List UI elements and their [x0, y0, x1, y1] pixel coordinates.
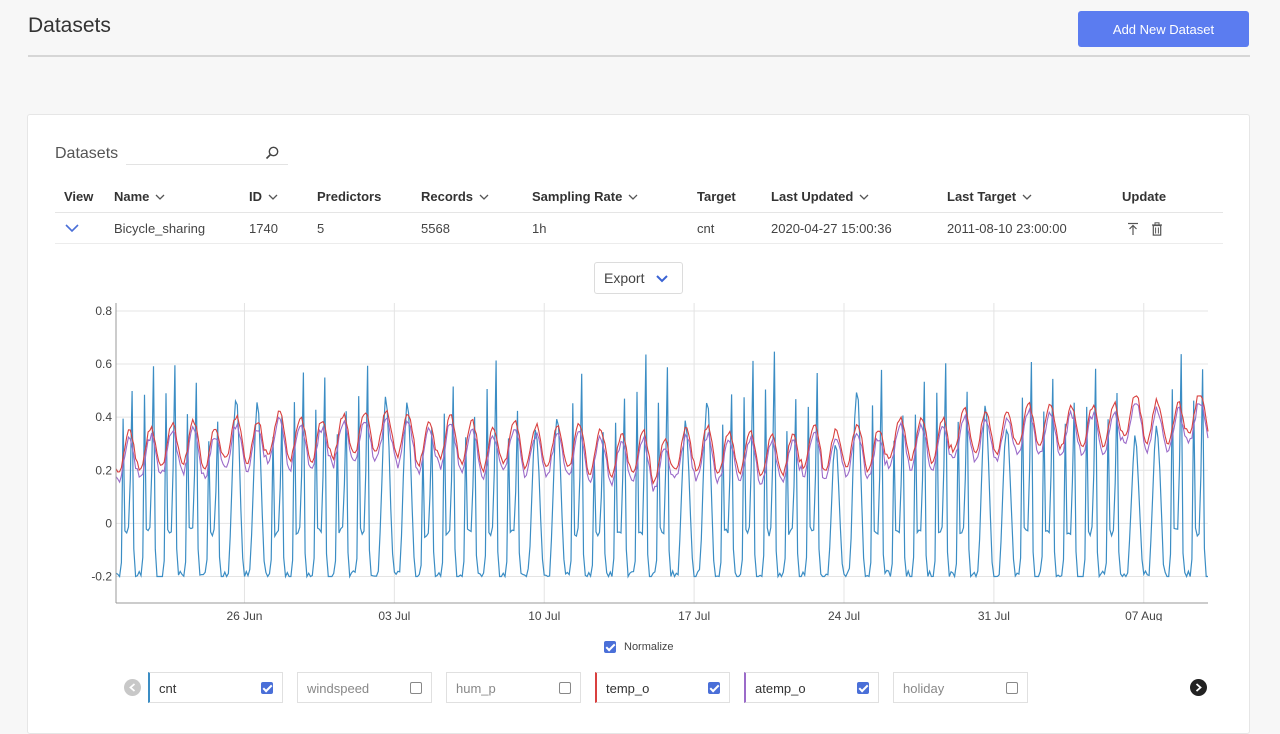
chevron-right-icon — [1195, 683, 1202, 692]
col-id[interactable]: ID — [249, 189, 278, 204]
timeseries-chart: -0.2 0 0.2 0.4 0.6 0.8 26 Jun 03 Jul 10 Jul 17 J… — [91, 303, 1209, 621]
datasets-card: Datasets View Name ID Predictors Records… — [27, 114, 1250, 734]
series-chip-holiday[interactable]: holiday — [893, 672, 1028, 703]
col-update: Update — [1122, 189, 1167, 204]
row-last-updated: 2020-04-27 15:00:36 — [771, 221, 892, 236]
expand-chevron-icon[interactable] — [65, 224, 79, 233]
prev-series-button[interactable] — [124, 679, 141, 696]
row-predictors: 5 — [317, 221, 325, 236]
series-chip-label: atemp_o — [755, 681, 806, 696]
x-tick-label: 17 Jul — [678, 609, 710, 621]
row-id: 1740 — [249, 221, 278, 236]
series-line-temp_o — [115, 395, 1209, 485]
add-new-dataset-button[interactable]: Add New Dataset — [1078, 11, 1249, 47]
series-chip-temp_o[interactable]: temp_o — [595, 672, 730, 703]
y-tick-label: 0.8 — [95, 304, 112, 318]
search-label: Datasets — [55, 145, 119, 162]
col-name[interactable]: Name — [114, 189, 165, 204]
x-tick-label: 10 Jul — [528, 609, 560, 621]
series-checkbox[interactable] — [857, 682, 869, 694]
series-checkbox[interactable] — [559, 682, 571, 694]
series-chip-label: cnt — [159, 681, 177, 696]
y-axis-labels: -0.2 0 0.2 0.4 0.6 0.8 — [91, 304, 112, 583]
row-last-target: 2011-08-10 23:00:00 — [947, 221, 1067, 236]
x-tick-label: 31 Jul — [978, 609, 1010, 621]
chevron-down-icon — [1022, 194, 1032, 200]
row-name: Bicycle_sharing — [114, 221, 206, 236]
chevron-down-icon — [268, 194, 278, 200]
x-tick-label: 24 Jul — [828, 609, 860, 621]
series-checkbox[interactable] — [708, 682, 720, 694]
chevron-down-icon — [628, 194, 638, 200]
search-input[interactable] — [126, 143, 288, 165]
series-selector: cnt windspeed hum_p temp_o atemp_o holiday — [124, 672, 1207, 704]
col-records[interactable]: Records — [421, 189, 489, 204]
col-last-updated[interactable]: Last Updated — [771, 189, 869, 204]
chevron-left-icon — [129, 683, 136, 692]
series-checkbox[interactable] — [261, 682, 273, 694]
col-view: View — [64, 189, 94, 204]
series-checkbox[interactable] — [410, 682, 422, 694]
col-sampling-rate[interactable]: Sampling Rate — [532, 189, 638, 204]
series-chip-hum_p[interactable]: hum_p — [446, 672, 581, 703]
series-chip-label: holiday — [903, 681, 945, 696]
col-predictors: Predictors — [317, 189, 382, 204]
export-label: Export — [604, 270, 645, 286]
search-icon[interactable] — [264, 145, 280, 161]
series-line-atemp_o — [115, 403, 1209, 492]
row-target: cnt — [697, 221, 715, 236]
row-records: 5568 — [421, 221, 450, 236]
series-chip-atemp_o[interactable]: atemp_o — [744, 672, 879, 703]
normalize-checkbox[interactable] — [604, 641, 616, 654]
chevron-down-icon — [479, 194, 489, 200]
page-header: Datasets Add New Dataset — [28, 0, 1250, 57]
series-chip-windspeed[interactable]: windspeed — [297, 672, 432, 703]
y-tick-label: 0 — [105, 516, 112, 530]
y-tick-label: 0.2 — [95, 463, 112, 477]
series-chip-label: temp_o — [606, 681, 650, 696]
table-row: Bicycle_sharing 1740 5 5568 1h cnt 2020-… — [55, 213, 1223, 244]
normalize-toggle[interactable]: Normalize — [604, 641, 674, 654]
series-chip-label: windspeed — [307, 681, 370, 696]
y-tick-label: 0.4 — [95, 410, 112, 424]
series-chip-label: hum_p — [456, 681, 496, 696]
chevron-down-icon — [656, 275, 668, 283]
upload-icon[interactable] — [1127, 222, 1139, 236]
chart-grid — [116, 303, 1208, 603]
trash-icon[interactable] — [1151, 222, 1163, 236]
series-chip-cnt[interactable]: cnt — [148, 672, 283, 703]
col-target: Target — [697, 189, 736, 204]
x-axis-labels: 26 Jun 03 Jul 10 Jul 17 Jul 24 Jul 31 Jul 07 A… — [226, 609, 1162, 621]
x-tick-label: 26 Jun — [226, 609, 262, 621]
series-line-cnt — [115, 351, 1208, 579]
y-tick-label: -0.2 — [91, 569, 112, 583]
page-title: Datasets — [28, 14, 111, 37]
export-dropdown[interactable]: Export — [594, 262, 683, 294]
x-tick-label: 03 Jul — [378, 609, 410, 621]
next-series-button[interactable] — [1190, 679, 1207, 696]
series-checkbox[interactable] — [1006, 682, 1018, 694]
chevron-down-icon — [859, 194, 869, 200]
chevron-down-icon — [155, 194, 165, 200]
y-tick-label: 0.6 — [95, 357, 112, 371]
normalize-label: Normalize — [624, 641, 674, 654]
x-tick-label: 07 Aug — [1125, 609, 1162, 621]
row-sampling-rate: 1h — [532, 221, 547, 236]
col-last-target[interactable]: Last Target — [947, 189, 1032, 204]
table-header: View Name ID Predictors Records Sampling… — [55, 181, 1223, 213]
